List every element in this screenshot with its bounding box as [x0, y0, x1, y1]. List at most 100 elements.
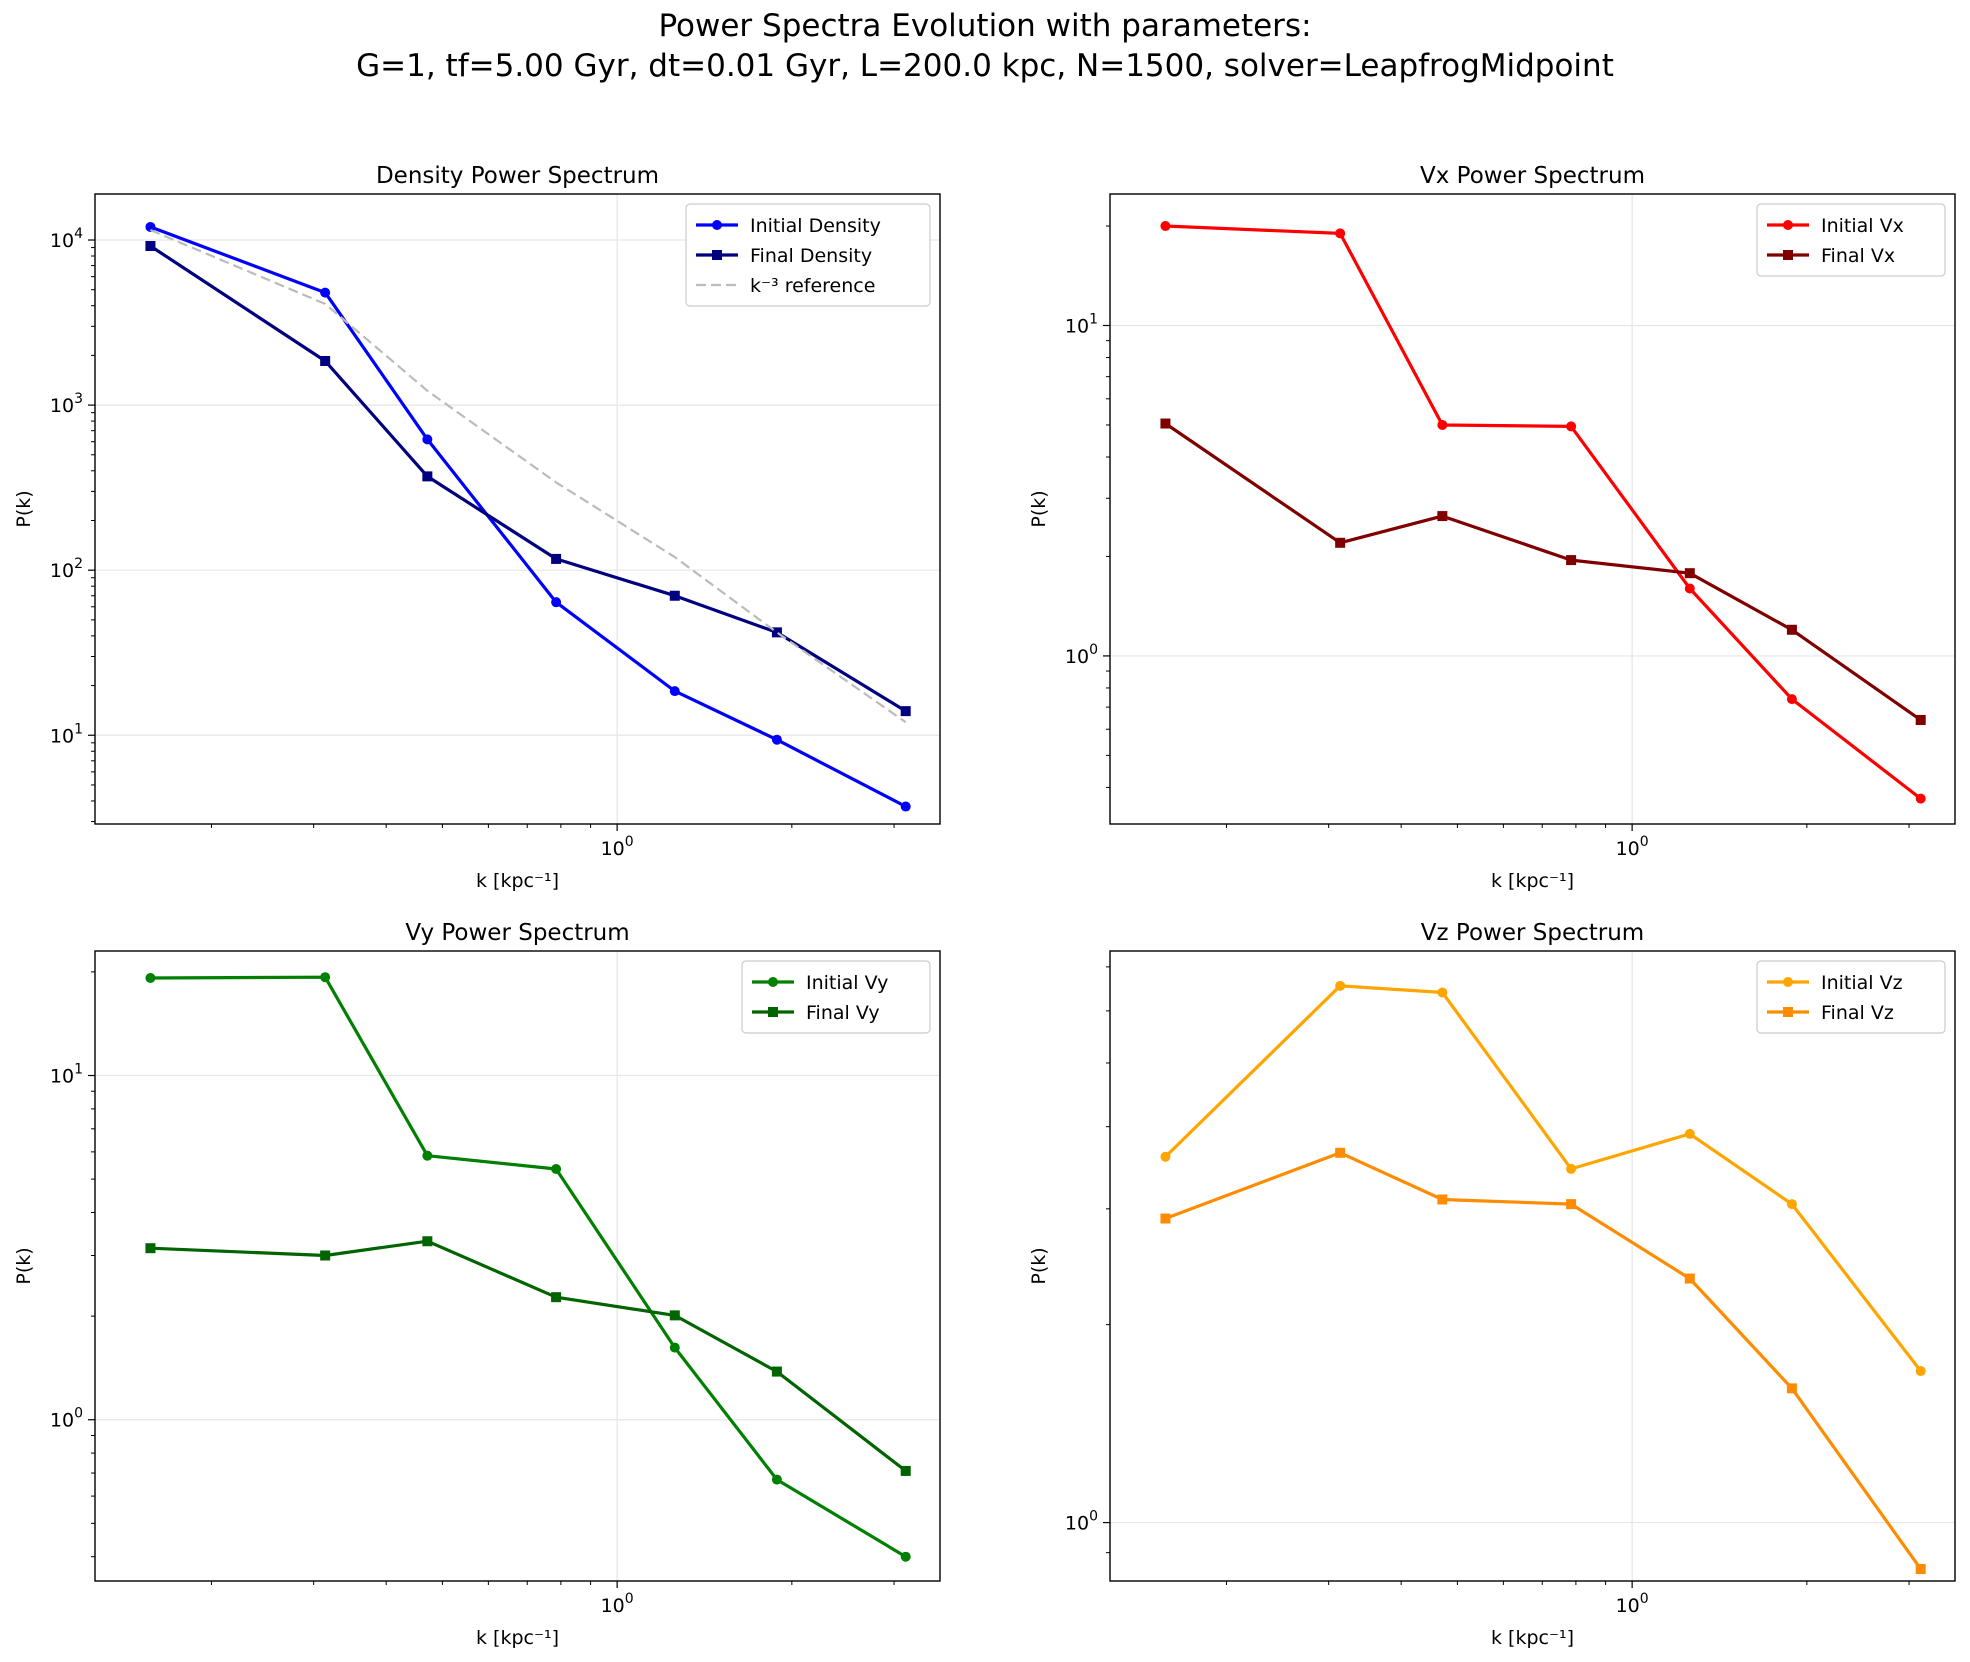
series-3 — [149, 228, 907, 724]
legend-label: Initial Vx — [1821, 215, 1904, 237]
y-axis-label: P(k) — [13, 1247, 35, 1284]
data-point — [900, 1551, 911, 1562]
axes-frame — [1109, 950, 1956, 1582]
y-axis-label: P(k) — [1028, 490, 1050, 527]
series-line — [150, 975, 907, 1559]
data-point — [320, 972, 331, 983]
data-point — [1684, 1128, 1695, 1139]
data-point — [1335, 1147, 1346, 1158]
series-1 — [145, 972, 911, 1562]
data-point — [771, 627, 782, 638]
data-point — [1566, 1163, 1577, 1174]
data-point — [1915, 1563, 1926, 1574]
chart-title: Vz Power Spectrum — [1421, 920, 1644, 946]
legend-label: Final Vz — [1821, 1002, 1894, 1024]
legend: Initial Density Final Density k⁻³ referenc… — [685, 203, 931, 307]
data-point — [551, 1292, 562, 1303]
data-point — [422, 1150, 433, 1161]
data-point — [320, 287, 331, 298]
series-line — [1165, 224, 1922, 800]
chart-title: Density Power Spectrum — [376, 163, 659, 189]
data-point — [1786, 624, 1797, 635]
data-point — [669, 686, 680, 697]
series-2 — [1160, 1147, 1926, 1574]
data-point — [1786, 1383, 1797, 1394]
figure-title: Power Spectra Evolution with parameters:… — [0, 6, 1970, 86]
legend-label: Final Density — [750, 245, 872, 267]
data-point — [1335, 980, 1346, 991]
data-point — [1437, 1194, 1448, 1205]
data-point — [1437, 511, 1448, 522]
chart-panel-4: 100 100 Vz Power Spectrum k [kpc⁻¹] P(k) Init… — [1028, 920, 1956, 1649]
data-point — [551, 1164, 562, 1175]
legend-swatch-marker — [1783, 250, 1793, 260]
data-point — [771, 1366, 782, 1377]
legend-swatch-marker — [712, 250, 722, 260]
legend-label: Initial Vz — [1821, 972, 1903, 994]
y-axis-label: P(k) — [1028, 1247, 1050, 1284]
figure-title-line-2: G=1, tf=5.00 Gyr, dt=0.01 Gyr, L=200.0 k… — [356, 48, 1614, 84]
data-point — [1684, 583, 1695, 594]
series-line — [1164, 422, 1922, 722]
legend-swatch-marker — [1783, 1007, 1793, 1017]
legend-box — [741, 960, 931, 1034]
data-point — [1335, 228, 1346, 239]
series-line — [1164, 984, 1922, 1372]
series-2 — [1160, 418, 1926, 725]
series-1 — [145, 221, 911, 812]
legend: Initial Vx Final Vx — [1756, 203, 1946, 277]
x-tick-label: 100 — [1616, 834, 1649, 860]
data-point — [669, 1310, 680, 1321]
chart-panel-3: 100 100 101 Vy Power Spectrum k [kpc⁻¹] P(k) I… — [13, 920, 941, 1649]
axes-frame — [1109, 193, 1956, 825]
legend-box — [685, 203, 931, 307]
data-point — [669, 590, 680, 601]
legend: Initial Vz Final Vz — [1756, 960, 1946, 1034]
series-line — [149, 228, 907, 724]
x-axis-label: k [kpc⁻¹] — [476, 870, 559, 892]
axes-frame — [94, 950, 941, 1582]
chart-title: Vx Power Spectrum — [1420, 163, 1645, 189]
legend-swatch-marker — [768, 1007, 778, 1017]
x-tick-label: 100 — [601, 834, 634, 860]
axes-frame — [94, 193, 941, 825]
data-point — [1915, 793, 1926, 804]
data-point — [1915, 714, 1926, 725]
series-line — [1164, 1151, 1923, 1570]
data-point — [771, 1474, 782, 1485]
legend-swatch-marker — [712, 220, 722, 230]
data-point — [771, 734, 782, 745]
data-point — [900, 1465, 911, 1476]
data-point — [669, 1342, 680, 1353]
data-point — [422, 434, 433, 445]
series-line — [149, 225, 907, 808]
legend-swatch-marker — [1783, 220, 1793, 230]
series-2 — [145, 240, 911, 717]
data-point — [1437, 987, 1448, 998]
data-point — [422, 1236, 433, 1247]
data-point — [900, 706, 911, 717]
series-1 — [1160, 221, 1926, 804]
data-point — [1566, 555, 1577, 566]
y-tick-label: 101 — [50, 721, 83, 747]
series-line — [150, 1239, 907, 1473]
chart-title: Vy Power Spectrum — [405, 920, 629, 946]
data-point — [1160, 221, 1171, 232]
y-tick-label: 100 — [50, 1406, 83, 1432]
data-point — [1160, 1213, 1171, 1224]
legend-swatch-marker — [768, 977, 778, 987]
legend-label: Final Vy — [806, 1002, 880, 1024]
data-point — [320, 1250, 331, 1261]
data-point — [1160, 418, 1171, 429]
y-tick-label: 103 — [50, 391, 83, 417]
series-2 — [145, 1236, 911, 1476]
series-line — [149, 244, 907, 713]
data-point — [1786, 1199, 1797, 1210]
x-axis-label: k [kpc⁻¹] — [1491, 1627, 1574, 1649]
data-point — [1566, 421, 1577, 432]
legend-swatch-marker — [1783, 977, 1793, 987]
chart-panel-1: 100 101 102 103 104 Density Power Spectrum k [… — [13, 163, 941, 892]
legend-box — [1756, 203, 1946, 277]
data-point — [145, 221, 156, 232]
